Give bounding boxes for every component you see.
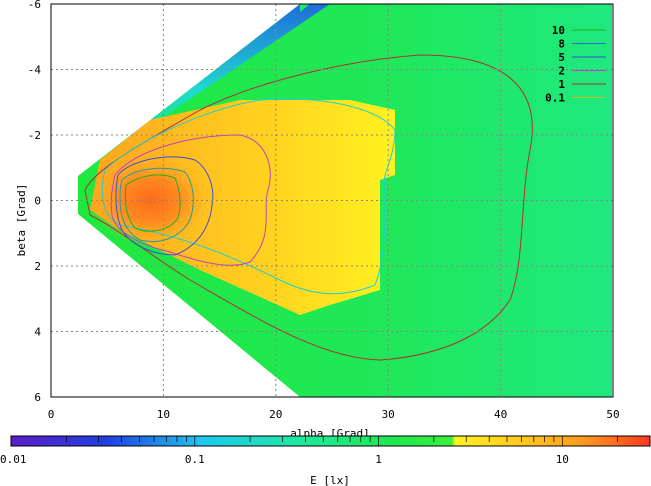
x-tick-label: 10 xyxy=(157,408,170,421)
colorbar-tick-label: 1 xyxy=(375,453,382,466)
legend-label: 5 xyxy=(558,51,565,64)
legend-label: 0.1 xyxy=(545,92,565,105)
plot-border xyxy=(50,3,614,398)
y-axis-label: beta [Grad] xyxy=(15,184,28,257)
y-tick-label: -6 xyxy=(28,0,41,11)
contour-5 xyxy=(115,156,214,256)
colorbar-tick-label: 0.01 xyxy=(0,453,27,466)
legend-label: 2 xyxy=(558,65,565,78)
y-tick-label: 0 xyxy=(34,195,41,208)
colorbar-tick-label: 10 xyxy=(556,453,569,466)
contour-lines xyxy=(84,54,533,361)
x-tick-label: 50 xyxy=(606,408,619,421)
legend-label: 10 xyxy=(552,24,565,37)
y-tick-label: 4 xyxy=(34,326,41,339)
y-tick-label: 2 xyxy=(34,260,41,273)
y-tick-label: 6 xyxy=(34,391,41,404)
x-axis-ticks: 0 10 20 30 40 50 xyxy=(48,408,620,421)
y-tick-label: -4 xyxy=(28,64,42,77)
grid-lines xyxy=(51,4,613,397)
legend-label: 1 xyxy=(558,78,565,91)
y-tick-label: -2 xyxy=(28,129,41,142)
x-tick-label: 40 xyxy=(494,408,507,421)
y-axis-ticks: -6 -4 -2 0 2 4 6 xyxy=(28,0,42,404)
contour-1 xyxy=(101,98,396,295)
serrated-edges xyxy=(300,4,310,12)
x-tick-label: 0 xyxy=(48,408,55,421)
colorbar-tick-label: 0.1 xyxy=(185,453,205,466)
contour-2 xyxy=(110,134,271,266)
colorbar-label: E [lx] xyxy=(310,474,350,486)
contour-8 xyxy=(119,167,194,243)
x-tick-label: 20 xyxy=(269,408,282,421)
legend-label: 8 xyxy=(558,38,565,51)
contour-0.1 xyxy=(84,54,533,361)
x-tick-label: 30 xyxy=(382,408,395,421)
contour-10 xyxy=(124,174,181,232)
colorbar-ticks: 0.01 0.1 1 10 xyxy=(0,436,651,466)
